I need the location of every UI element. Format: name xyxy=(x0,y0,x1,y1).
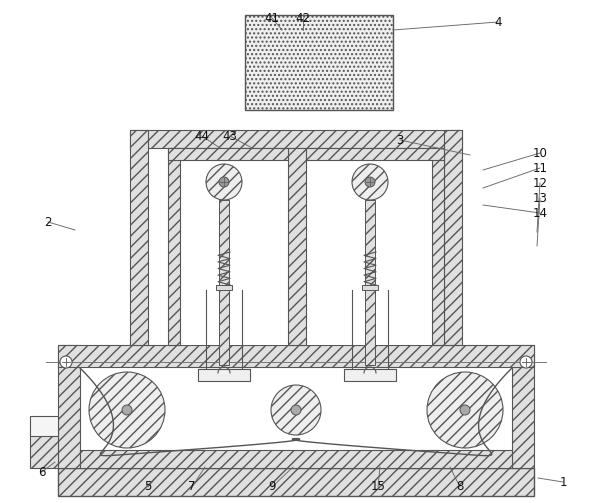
Bar xyxy=(362,285,378,290)
Bar xyxy=(245,15,393,110)
Bar xyxy=(80,450,512,468)
Text: 4: 4 xyxy=(494,16,501,29)
Bar xyxy=(512,345,534,468)
Text: 2: 2 xyxy=(44,215,52,228)
Bar xyxy=(80,367,512,450)
Bar xyxy=(130,130,148,345)
Text: 10: 10 xyxy=(533,146,548,159)
Bar xyxy=(444,130,462,345)
Bar xyxy=(130,130,462,148)
Text: 41: 41 xyxy=(264,12,280,25)
Text: 15: 15 xyxy=(371,480,385,493)
Bar xyxy=(168,148,288,160)
Bar xyxy=(30,416,58,436)
Text: 6: 6 xyxy=(38,465,46,478)
Bar xyxy=(198,369,250,381)
Bar xyxy=(216,285,232,290)
Text: 13: 13 xyxy=(533,192,548,205)
Bar xyxy=(219,200,229,365)
Circle shape xyxy=(365,177,375,187)
Bar xyxy=(288,148,306,345)
Text: 14: 14 xyxy=(533,207,548,219)
Bar xyxy=(58,345,534,367)
Bar xyxy=(30,430,58,468)
Text: 44: 44 xyxy=(195,129,209,142)
Text: 12: 12 xyxy=(533,177,548,190)
Circle shape xyxy=(122,405,132,415)
Circle shape xyxy=(219,177,229,187)
Text: 1: 1 xyxy=(559,475,567,488)
Circle shape xyxy=(206,164,242,200)
Circle shape xyxy=(271,385,321,435)
Circle shape xyxy=(291,405,301,415)
Bar xyxy=(344,369,396,381)
Circle shape xyxy=(352,164,388,200)
Circle shape xyxy=(520,356,532,368)
Bar xyxy=(306,148,444,160)
Text: 43: 43 xyxy=(222,129,237,142)
Text: 9: 9 xyxy=(268,480,276,493)
Text: 11: 11 xyxy=(533,161,548,175)
Bar xyxy=(58,345,80,468)
Text: 3: 3 xyxy=(396,133,404,146)
Text: 8: 8 xyxy=(456,480,464,493)
Circle shape xyxy=(60,356,72,368)
Bar xyxy=(58,468,534,496)
Bar xyxy=(168,148,180,345)
Text: 7: 7 xyxy=(188,480,196,493)
Bar xyxy=(180,160,288,345)
Circle shape xyxy=(427,372,503,448)
Bar xyxy=(148,148,444,345)
Text: 42: 42 xyxy=(296,12,310,25)
Bar xyxy=(306,160,432,345)
Text: 5: 5 xyxy=(145,480,152,493)
Bar xyxy=(432,148,444,345)
Bar xyxy=(365,200,375,365)
Circle shape xyxy=(460,405,470,415)
Circle shape xyxy=(89,372,165,448)
